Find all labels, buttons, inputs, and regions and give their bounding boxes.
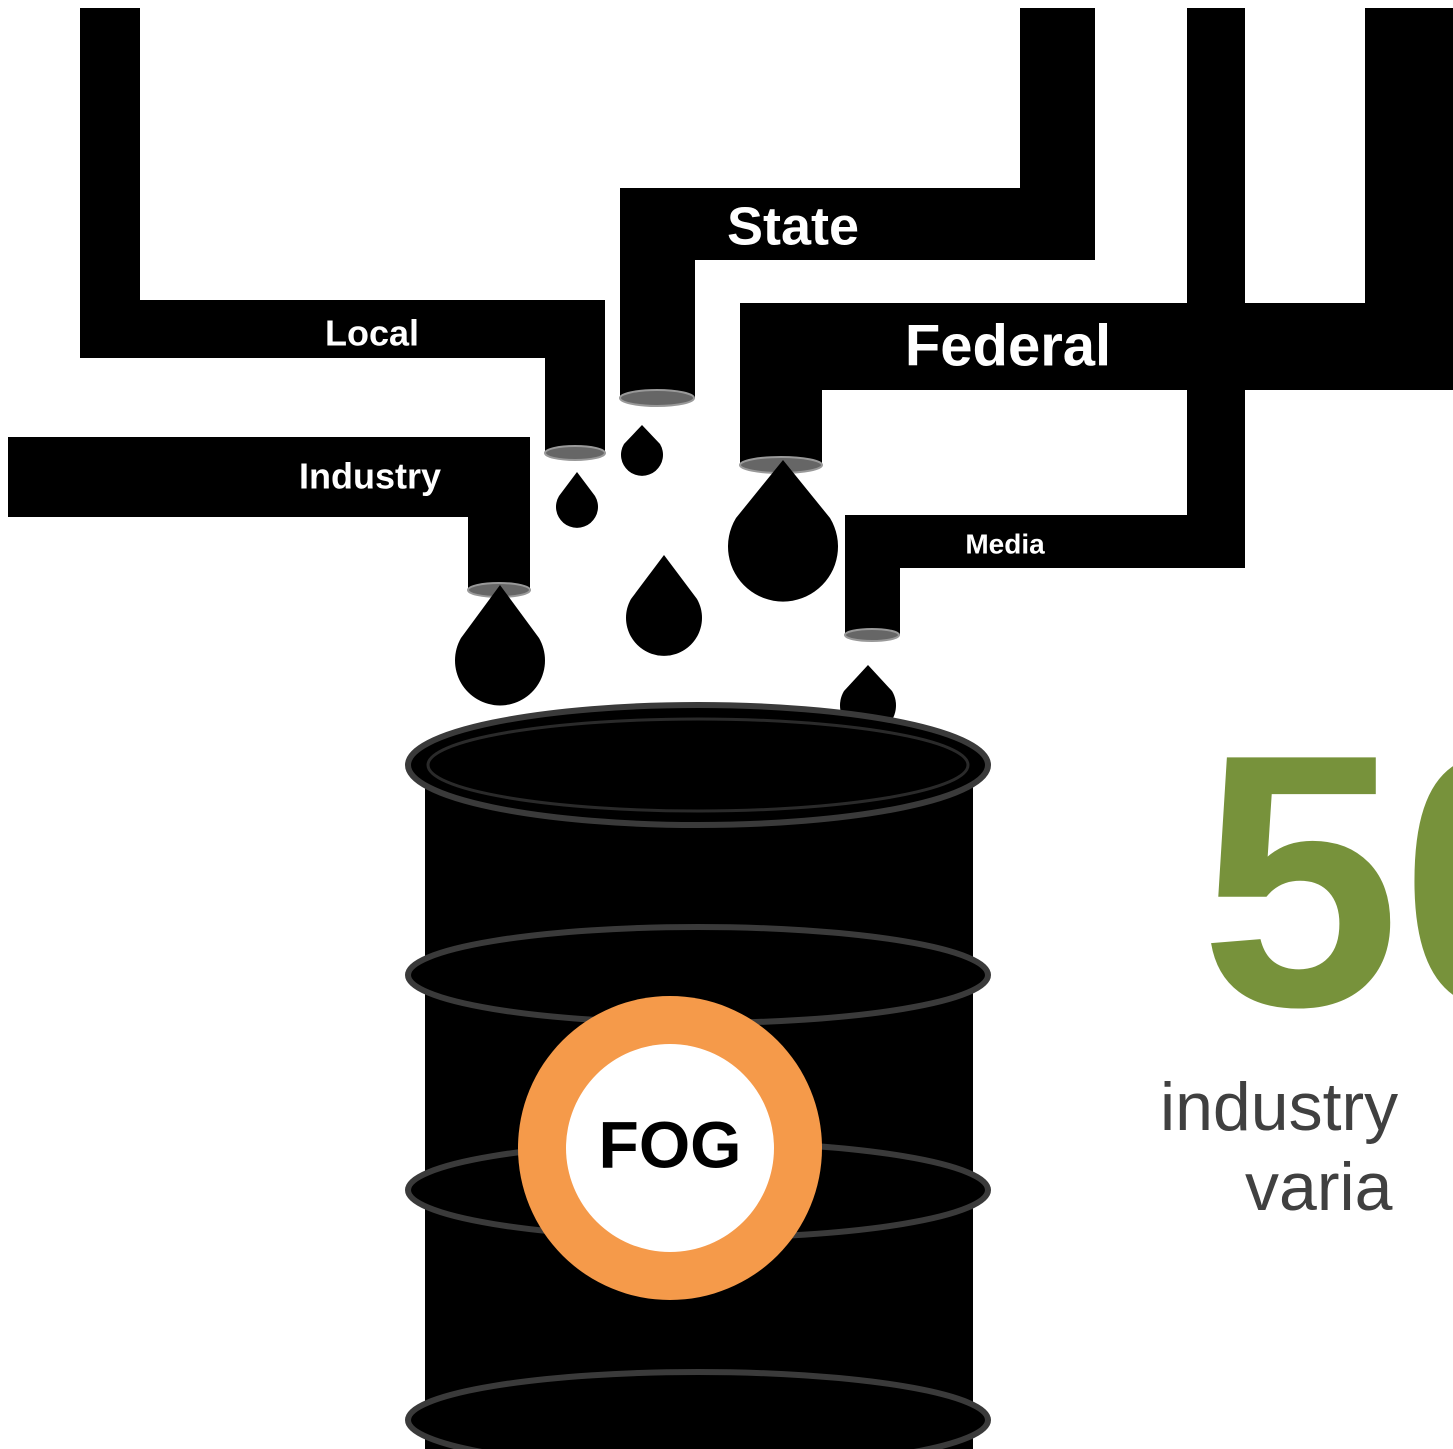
local-label: Local: [325, 313, 419, 354]
industry-label: Industry: [299, 456, 441, 497]
stat-number: 50: [1200, 680, 1453, 1082]
local-pipe: [80, 8, 605, 453]
outlet: [620, 390, 694, 406]
federal-label: Federal: [905, 313, 1111, 378]
barrel: FOG: [408, 705, 988, 1449]
stat-line: industry: [1160, 1069, 1398, 1145]
industry-pipe: [8, 437, 530, 590]
outlet: [845, 629, 899, 641]
drop: [626, 555, 702, 656]
drop: [556, 472, 598, 528]
outlet: [545, 446, 605, 460]
drop: [621, 425, 663, 476]
fog-label: FOG: [599, 1107, 742, 1181]
infographic: State Local Federal Industry Media FOG 5…: [0, 0, 1453, 1449]
state-label: State: [727, 196, 859, 256]
drop: [728, 460, 838, 602]
drop: [455, 585, 545, 705]
stat-line: varia: [1245, 1149, 1393, 1225]
barrel-opening: [428, 719, 968, 811]
media-label: Media: [965, 528, 1045, 559]
